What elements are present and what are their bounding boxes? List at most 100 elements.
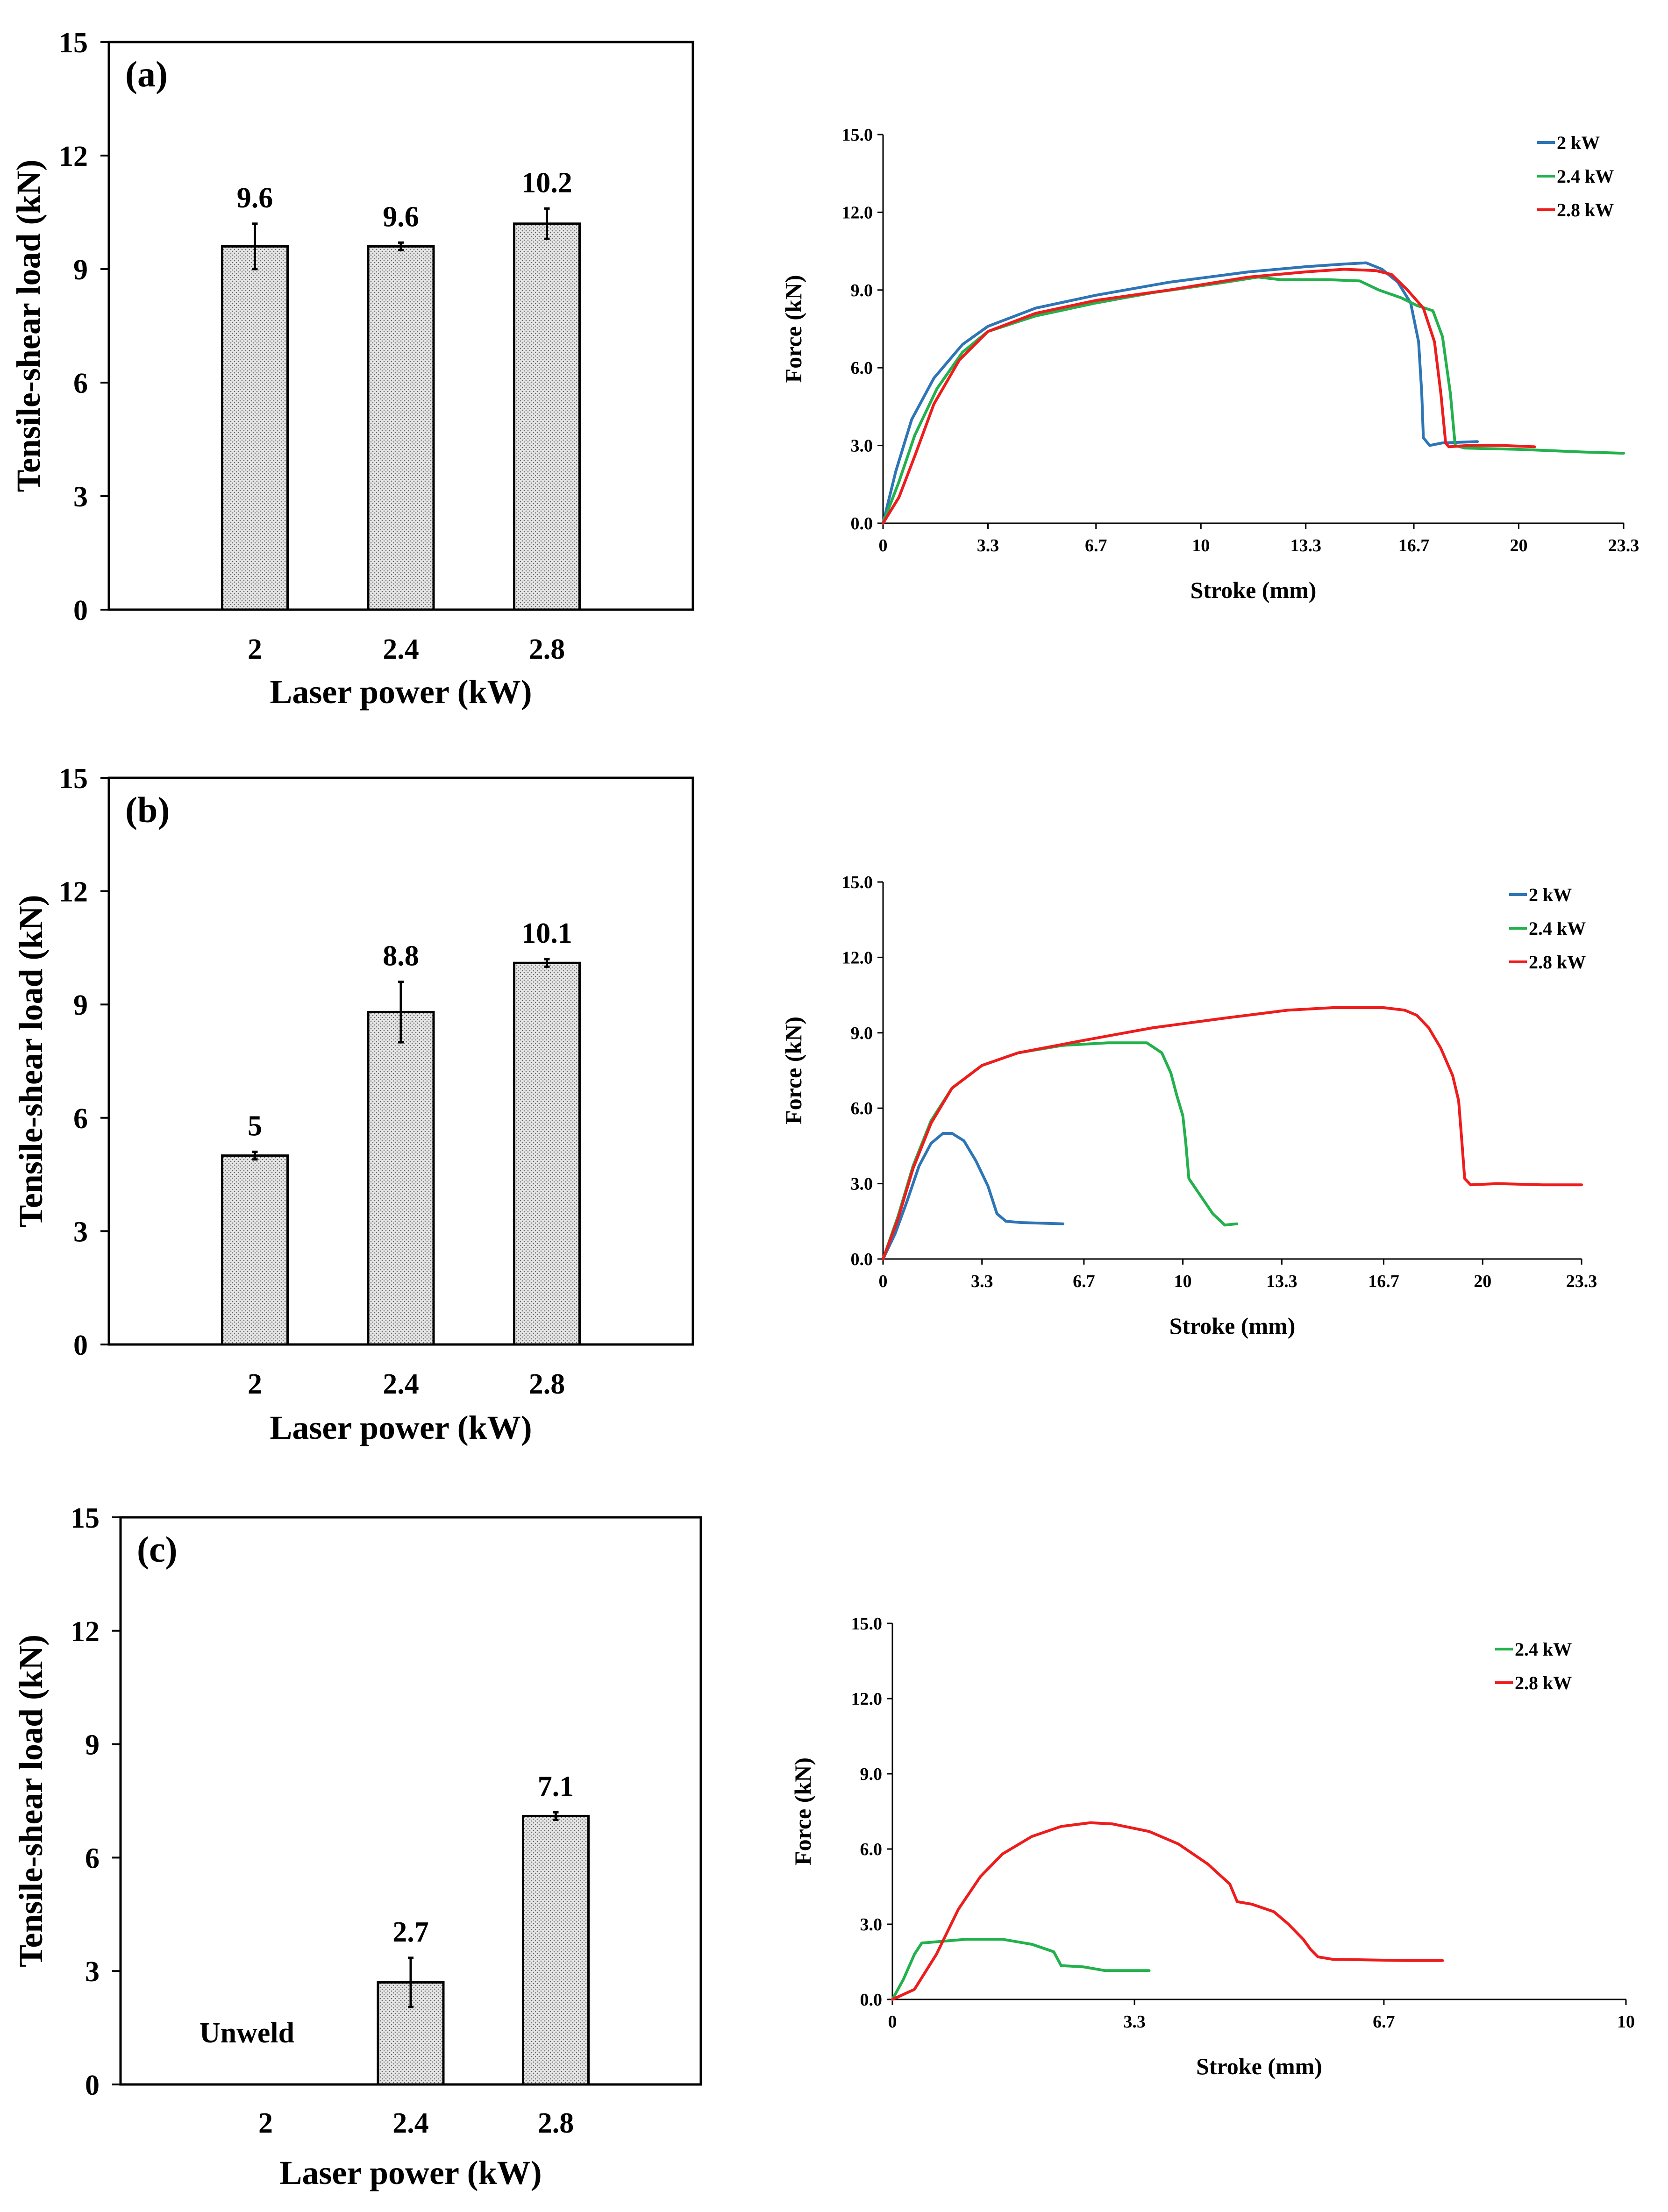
y-axis-label: Force (kN) [780, 275, 806, 383]
bar [513, 222, 581, 611]
x-axis-label: Stroke (mm) [1196, 2053, 1322, 2079]
bar-chart-b: 0 3 6 9 12 15 5 2 8.8 2.4 10.1 2.8 (b) Laser power (k… [12, 763, 694, 1446]
bar [367, 245, 435, 611]
series-line-2-4-kW [891, 1938, 1151, 2001]
x-tick-label: 2 [258, 2107, 273, 2139]
y-tick-label: 3.0 [851, 1174, 873, 1194]
legend-label: 2.4 kW [1529, 918, 1586, 939]
x-tick-label: 2.4 [383, 1368, 419, 1400]
series-line-2-4-kW [882, 1041, 1239, 1260]
x-axis-label: Laser power (kW) [270, 673, 532, 711]
x-tick-label: 10 [1174, 1272, 1192, 1291]
x-tick-label: 0 [879, 536, 888, 555]
x-tick-label: 16.7 [1368, 1272, 1399, 1291]
x-tick-label: 6.7 [1085, 536, 1107, 555]
y-tick-label: 3 [73, 1216, 88, 1248]
series-line-2-kW [882, 1132, 1064, 1260]
y-tick-label: 12.0 [842, 948, 873, 967]
y-axis-label: Force (kN) [790, 1757, 816, 1865]
value-label: Unweld [200, 2017, 294, 2049]
force-stroke-chart: 0.0 3.0 6.0 9.0 12.0 15.0 0 3.3 6.7 10 2.4 kW 2.8 k… [790, 1614, 1635, 2079]
y-tick-label: 6 [73, 368, 88, 399]
y-tick-label: 15.0 [842, 125, 873, 145]
y-tick-label: 6 [73, 1103, 88, 1135]
panel-label: (a) [125, 54, 168, 94]
panel-label: (c) [137, 1529, 178, 1570]
x-tick-label: 3.3 [1123, 2012, 1146, 2032]
y-tick-label: 3 [85, 1956, 100, 1988]
x-tick-label: 2.8 [529, 633, 565, 665]
x-tick-label: 3.3 [977, 536, 999, 555]
y-tick-label: 9 [73, 254, 88, 286]
x-tick-label: 10 [1192, 536, 1210, 555]
value-label: 2.7 [392, 1916, 429, 1948]
value-label: 10.2 [521, 167, 572, 199]
y-tick-label: 3 [73, 481, 88, 513]
series-line-2-8-kW [882, 1006, 1583, 1260]
y-tick-label: 9.0 [851, 1024, 873, 1043]
y-tick-label: 12.0 [842, 203, 873, 222]
x-tick-label: 13.3 [1290, 536, 1321, 555]
value-label: 5 [248, 1110, 262, 1142]
x-tick-label: 2 [248, 633, 262, 665]
value-label: 7.1 [538, 1771, 574, 1802]
x-tick-label: 13.3 [1266, 1272, 1297, 1291]
x-tick-label: 6.7 [1373, 2012, 1395, 2032]
y-tick-label: 6.0 [851, 358, 873, 378]
x-tick-label: 0 [888, 2012, 897, 2032]
y-tick-label: 15.0 [842, 873, 873, 892]
y-tick-label: 6.0 [851, 1099, 873, 1118]
y-tick-label: 12 [59, 141, 88, 172]
y-tick-label: 0.0 [860, 1990, 883, 2010]
y-tick-label: 9 [73, 989, 88, 1021]
x-tick-label: 0 [879, 1272, 888, 1291]
value-label: 9.6 [237, 182, 273, 214]
y-axis-label: Force (kN) [780, 1017, 806, 1124]
legend-label: 2.8 kW [1529, 952, 1586, 973]
legend-label: 2 kW [1529, 884, 1572, 905]
y-tick-label: 15 [71, 1502, 100, 1534]
y-tick-label: 6.0 [860, 1840, 883, 1859]
series-line-2-8-kW [882, 268, 1536, 525]
x-tick-label: 23.3 [1608, 536, 1639, 555]
x-tick-label: 10 [1617, 2012, 1635, 2032]
y-tick-label: 3.0 [851, 436, 873, 456]
x-tick-label: 6.7 [1073, 1272, 1095, 1291]
y-tick-label: 0.0 [851, 1250, 873, 1269]
y-tick-label: 15 [59, 27, 88, 59]
y-tick-label: 0 [85, 2070, 100, 2101]
legend-label: 2 kW [1557, 132, 1600, 153]
y-tick-label: 9.0 [851, 281, 873, 300]
legend-label: 2.8 kW [1515, 1672, 1572, 1693]
x-tick-label: 16.7 [1398, 536, 1430, 555]
x-tick-label: 20 [1510, 536, 1528, 555]
y-tick-label: 15.0 [851, 1614, 883, 1634]
x-axis-label: Stroke (mm) [1190, 577, 1317, 603]
y-tick-label: 9 [85, 1729, 100, 1761]
y-tick-label: 3.0 [860, 1915, 883, 1935]
bar [221, 245, 289, 611]
y-axis-label: Tensile-shear load (kN) [12, 895, 50, 1227]
x-tick-label: 2.8 [529, 1368, 565, 1400]
force-stroke-chart: 0.0 3.0 6.0 9.0 12.0 15.0 0 3.3 6.7 10 13.3 16.7 20 2… [780, 873, 1597, 1339]
bar [513, 961, 581, 1346]
legend-label: 2.4 kW [1515, 1639, 1572, 1660]
x-tick-label: 2.8 [538, 2107, 574, 2139]
series-line-2-8-kW [891, 1821, 1444, 2001]
x-axis-label: Laser power (kW) [279, 2154, 542, 2191]
y-tick-label: 6 [85, 1842, 100, 1874]
x-tick-label: 20 [1474, 1272, 1491, 1291]
panel-label: (b) [125, 789, 170, 830]
y-axis-label: Tensile-shear load (kN) [12, 1635, 50, 1967]
bar-chart-a: 0 3 6 9 12 15 9.6 2 9.6 2.4 10.2 2.8 (a) Laser power … [10, 27, 694, 711]
x-tick-label: 2.4 [392, 2107, 429, 2139]
series-line-2-4-kW [882, 276, 1625, 525]
bar-chart-c: 0 3 6 9 12 15 Unweld 2 2.7 2.4 7.1 2.8 (c) Laser powe… [12, 1502, 702, 2191]
series-line-2-kW [882, 261, 1479, 525]
y-tick-label: 9.0 [860, 1764, 883, 1784]
value-label: 8.8 [383, 940, 419, 972]
bar [221, 1154, 289, 1346]
x-tick-label: 23.3 [1566, 1272, 1597, 1291]
y-axis-label: Tensile-shear load (kN) [10, 159, 47, 492]
